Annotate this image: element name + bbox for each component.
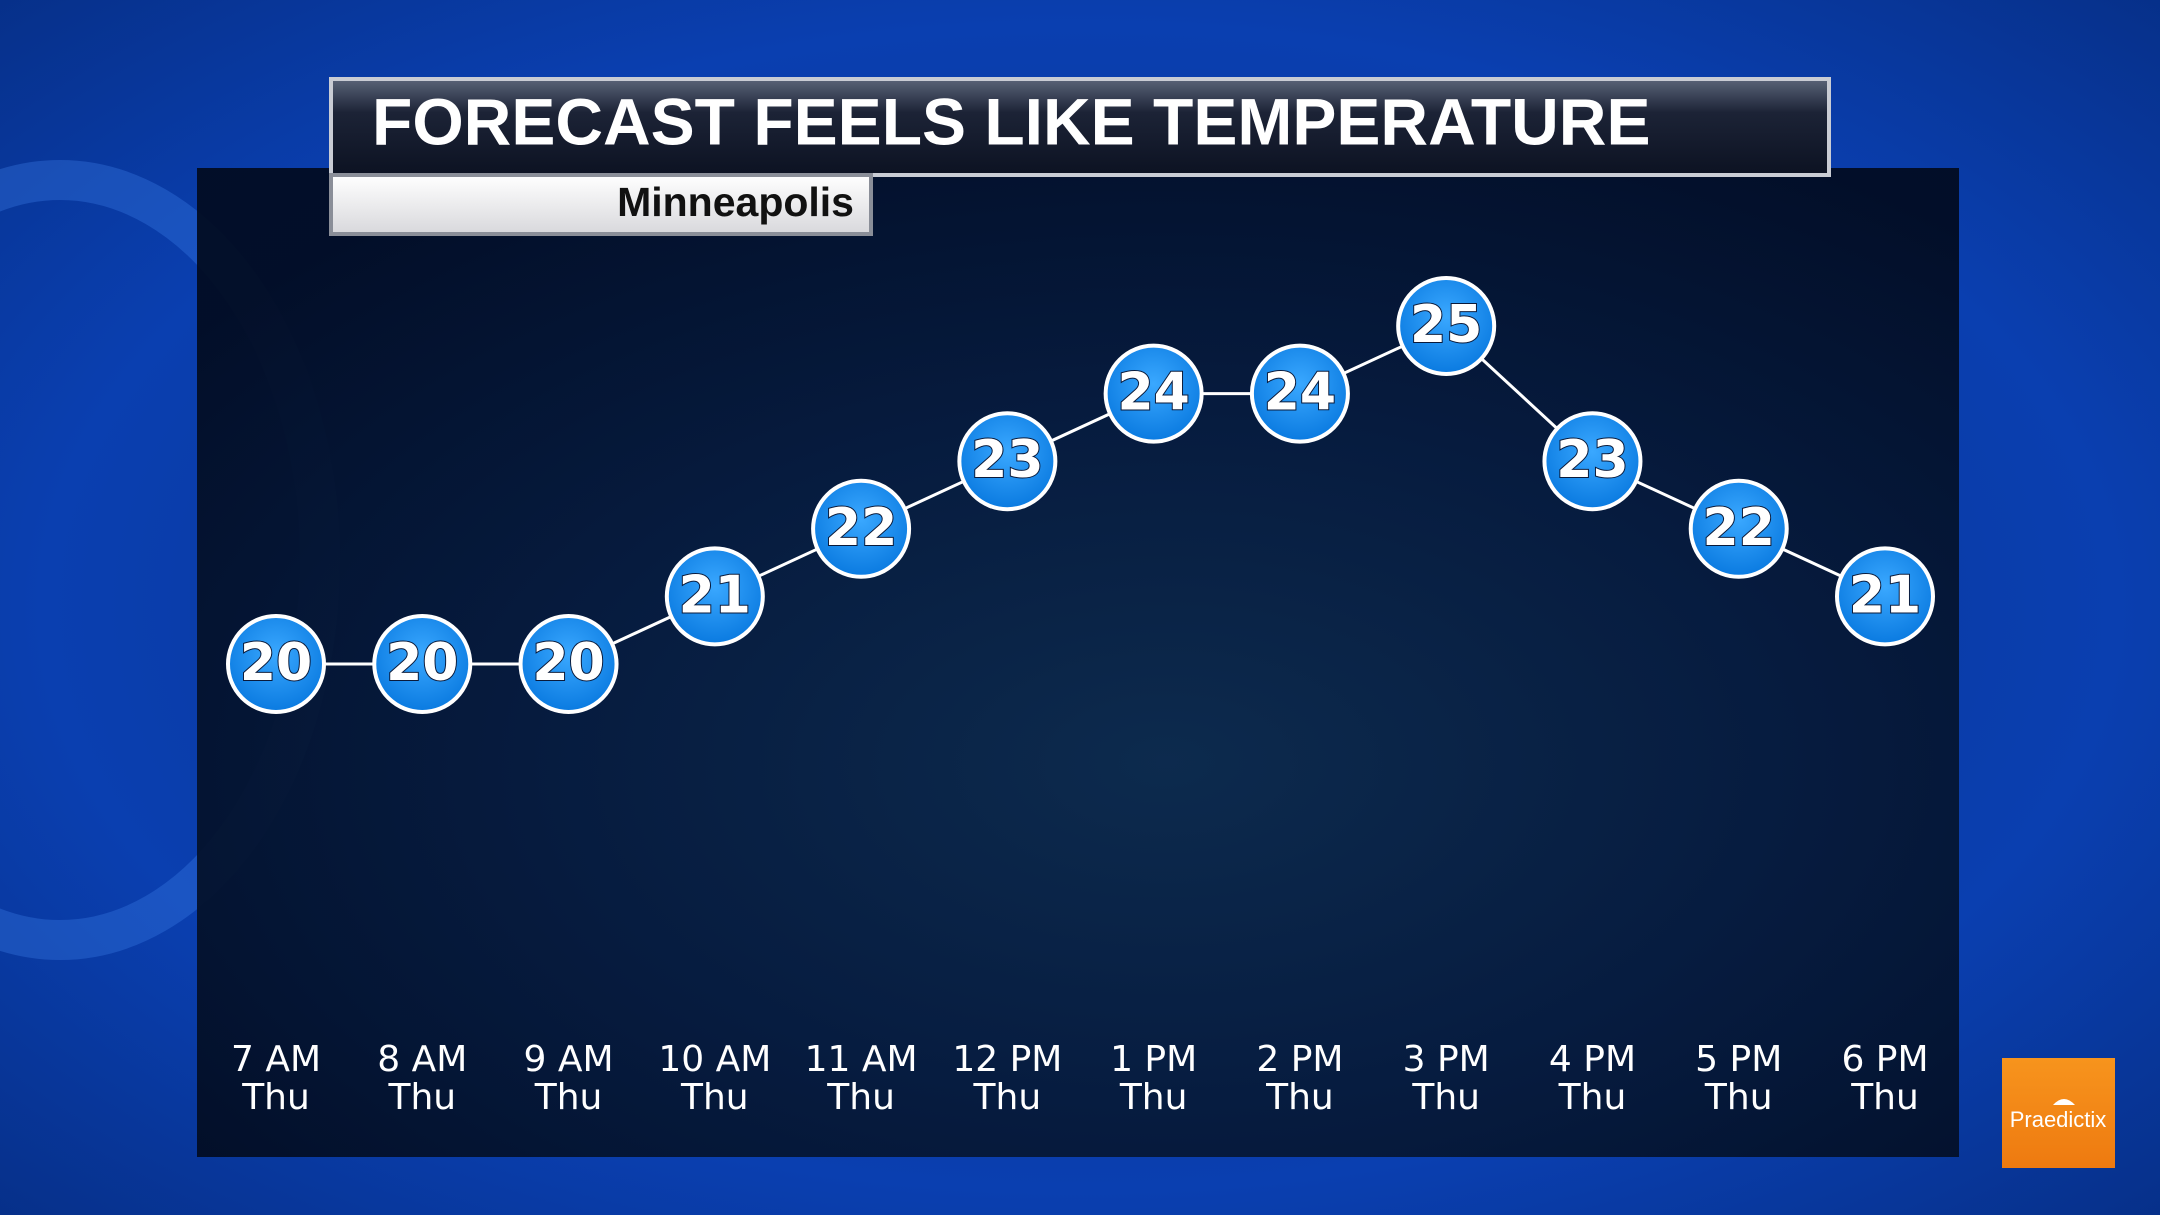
x-tick-sublabel: Thu — [1411, 1077, 1480, 1118]
x-tick-label: 6 PM — [1841, 1039, 1928, 1080]
x-tick-sublabel: Thu — [387, 1077, 456, 1118]
x-tick-sublabel: Thu — [1558, 1077, 1627, 1118]
point — [811, 478, 912, 579]
x-tick-label: 1 PM — [1110, 1039, 1197, 1080]
data-label: 21 — [1849, 565, 1921, 625]
x-tick-sublabel: Thu — [1119, 1077, 1188, 1118]
x-tick-label: 3 PM — [1403, 1039, 1490, 1080]
point — [1103, 343, 1204, 444]
x-tick-sublabel: Thu — [826, 1077, 895, 1118]
x-tick-sublabel: Thu — [241, 1077, 310, 1118]
x-tick-sublabel: Thu — [534, 1077, 603, 1118]
logo-box — [2002, 1058, 2115, 1168]
logo-icon — [2053, 1099, 2075, 1105]
chart-subtitle: Minneapolis — [617, 179, 854, 225]
x-tick-label: 11 AM — [805, 1039, 918, 1080]
chart-title: FORECAST FEELS LIKE TEMPERATURE — [372, 84, 1651, 158]
x-tick-label: 12 PM — [952, 1039, 1062, 1080]
data-label: 22 — [825, 498, 897, 558]
x-tick-sublabel: Thu — [973, 1077, 1042, 1118]
subtitle-bar — [329, 173, 873, 236]
data-label: 24 — [1117, 363, 1189, 423]
title-bar — [329, 77, 1831, 177]
data-label: 20 — [386, 633, 458, 693]
point — [372, 614, 473, 714]
data-label: 24 — [1264, 363, 1336, 423]
x-tick-sublabel: Thu — [680, 1077, 749, 1118]
x-tick-sublabel: Thu — [1850, 1077, 1919, 1118]
data-label: 21 — [679, 565, 751, 625]
x-tick-label: 8 AM — [377, 1039, 467, 1080]
point — [518, 614, 619, 714]
x-tick-label: 4 PM — [1549, 1039, 1636, 1080]
x-tick-label: 5 PM — [1695, 1039, 1782, 1080]
data-label: 23 — [971, 430, 1043, 490]
point — [1542, 411, 1643, 512]
x-tick-label: 10 AM — [658, 1039, 771, 1080]
data-label: 20 — [240, 633, 312, 693]
x-tick-label: 2 PM — [1256, 1039, 1343, 1080]
data-label: 20 — [532, 633, 604, 693]
point — [1835, 546, 1935, 647]
point — [1688, 478, 1789, 579]
data-label: 22 — [1703, 498, 1775, 558]
point — [226, 614, 326, 714]
x-tick-label: 7 AM — [231, 1039, 321, 1080]
point — [664, 546, 765, 647]
point — [957, 411, 1058, 512]
data-label: 25 — [1410, 295, 1482, 355]
point — [1396, 276, 1497, 376]
x-tick-sublabel: Thu — [1704, 1077, 1773, 1118]
point — [1249, 343, 1350, 444]
logo-text: Praedictix — [2010, 1107, 2107, 1132]
data-label: 23 — [1556, 430, 1628, 490]
x-tick-sublabel: Thu — [1265, 1077, 1334, 1118]
x-tick-label: 9 AM — [524, 1039, 614, 1080]
